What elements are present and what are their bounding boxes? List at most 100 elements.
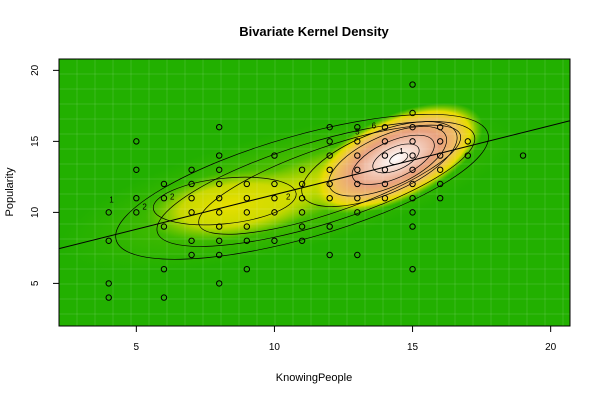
data-point [326, 138, 333, 145]
data-point [188, 237, 195, 244]
data-point [326, 166, 333, 173]
data-point [298, 237, 306, 244]
data-point [298, 166, 306, 173]
data-point [243, 223, 251, 230]
data-point [354, 194, 361, 202]
density-grid [59, 59, 570, 326]
data-point [133, 194, 140, 202]
y-axis: 5 10 15 20 [30, 64, 60, 286]
contour-label: 1 [399, 147, 404, 156]
data-point [381, 152, 389, 159]
data-point [354, 166, 361, 173]
data-point [216, 152, 223, 159]
data-point [464, 152, 471, 159]
data-point [216, 180, 223, 188]
y-tick-label: 15 [30, 135, 41, 147]
data-point [271, 209, 278, 216]
contour-label: 2 [142, 203, 147, 212]
data-point [464, 138, 471, 145]
data-point [243, 209, 251, 216]
data-point [326, 123, 333, 131]
data-point [436, 194, 444, 202]
plot-area: 1 2 2 2 5 6 1 [59, 59, 570, 326]
y-tick-label: 10 [30, 206, 41, 218]
density-peak [308, 103, 483, 214]
scatter-points [105, 81, 527, 301]
data-point [354, 152, 361, 159]
contour-label: 2 [286, 193, 291, 202]
data-point [409, 109, 416, 117]
data-point [381, 194, 389, 202]
data-point [326, 223, 333, 230]
data-point [133, 138, 140, 145]
data-point [326, 194, 333, 202]
data-point [243, 194, 251, 202]
data-point [298, 194, 306, 202]
contour-label: 6 [372, 122, 377, 131]
data-point [354, 138, 361, 145]
data-point [436, 152, 444, 159]
data-point [105, 294, 112, 301]
contour-line [156, 121, 476, 247]
data-point [271, 180, 278, 188]
data-point [354, 180, 361, 188]
data-point [160, 180, 168, 188]
data-point [271, 194, 278, 202]
data-point [326, 180, 333, 188]
data-point [436, 166, 444, 173]
data-point [298, 223, 306, 230]
data-point [326, 152, 333, 159]
data-point [160, 194, 168, 202]
y-tick-label: 5 [30, 280, 41, 286]
contour-label: 5 [355, 127, 360, 136]
data-point [133, 209, 140, 216]
contour-label: 1 [109, 195, 114, 204]
data-point [105, 237, 112, 244]
data-point [409, 81, 416, 88]
data-point [271, 152, 278, 159]
contour-line [115, 113, 489, 260]
data-point [188, 194, 195, 202]
data-point [298, 209, 306, 216]
data-point [409, 138, 416, 145]
data-point [409, 194, 416, 202]
data-point [409, 209, 416, 216]
x-axis-label: KnowingPeople [276, 372, 352, 384]
data-point [409, 152, 416, 159]
data-point [381, 138, 389, 145]
x-axis: 5 10 15 20 [134, 325, 557, 353]
data-point [436, 180, 444, 188]
data-point [243, 237, 251, 244]
data-point [216, 237, 223, 244]
chart-title: Bivariate Kernel Density [239, 24, 389, 39]
data-point [188, 180, 195, 188]
data-point [354, 209, 361, 216]
data-point [216, 223, 223, 230]
data-point [188, 251, 195, 259]
data-point [326, 251, 333, 259]
data-point [160, 223, 168, 230]
data-point [409, 223, 416, 230]
x-tick-label: 15 [407, 342, 419, 353]
data-point [216, 209, 223, 216]
regression-line-layer [59, 120, 570, 250]
data-point [354, 123, 361, 131]
data-point [243, 265, 251, 273]
data-point [188, 166, 195, 173]
data-point [409, 265, 416, 273]
data-point [216, 251, 223, 259]
data-point [381, 166, 389, 173]
data-point [381, 180, 389, 188]
data-point [243, 180, 251, 188]
contour-line [351, 134, 435, 185]
data-point [188, 209, 195, 216]
y-tick-label: 20 [30, 64, 41, 76]
data-point [381, 123, 389, 131]
data-point [436, 123, 444, 131]
data-point [354, 251, 361, 259]
x-tick-label: 10 [269, 342, 281, 353]
contour-line [152, 176, 297, 226]
density-contours [115, 113, 489, 260]
data-point [409, 180, 416, 188]
